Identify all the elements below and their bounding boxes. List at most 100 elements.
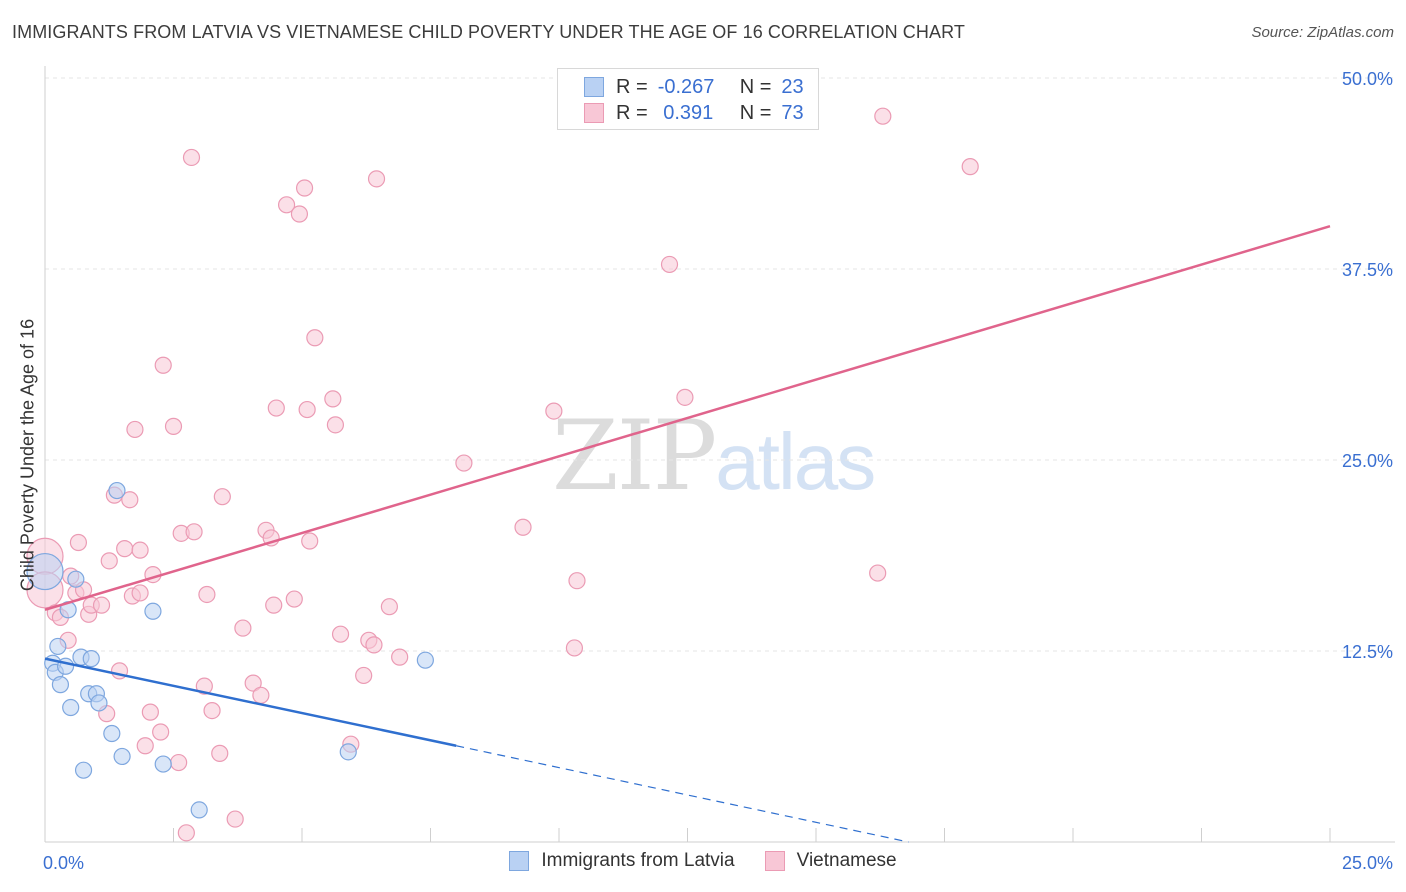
legend-swatch-latvia [584, 77, 604, 97]
data-point-latvia [49, 637, 67, 656]
data-point-vietnamese [326, 416, 345, 434]
data-point-vietnamese [365, 636, 383, 654]
data-point-vietnamese [195, 677, 213, 695]
y-tick-label: 25.0% [1342, 451, 1393, 471]
data-point-vietnamese [121, 491, 139, 509]
data-point-vietnamese [961, 158, 979, 176]
data-point-latvia [67, 570, 85, 588]
data-point-vietnamese [869, 564, 887, 582]
data-point-vietnamese [391, 648, 409, 666]
data-point-vietnamese [152, 723, 170, 741]
data-point-vietnamese [874, 107, 892, 125]
legend-n-label: N = [739, 101, 772, 124]
data-point-vietnamese [182, 148, 201, 167]
data-point-vietnamese [285, 590, 303, 608]
data-point-vietnamese [265, 596, 283, 614]
data-point-vietnamese [267, 399, 285, 417]
y-tick-label: 50.0% [1342, 69, 1393, 89]
legend-row-latvia: R = -0.267 N = 23 [584, 74, 804, 100]
data-point-vietnamese [234, 619, 252, 637]
data-point-latvia [82, 650, 100, 668]
data-point-vietnamese [177, 824, 195, 842]
data-point-vietnamese [298, 400, 316, 419]
data-point-vietnamese [92, 596, 111, 614]
data-point-latvia [144, 602, 162, 620]
data-point-vietnamese [100, 552, 118, 570]
legend-r-value: -0.267 [657, 75, 715, 98]
legend-r-label: R = [616, 75, 648, 98]
trend-line-vietnamese [44, 225, 1331, 611]
data-point-vietnamese [213, 488, 231, 506]
y-tick-label: 37.5% [1342, 260, 1393, 280]
data-point-vietnamese [380, 598, 398, 616]
data-point-vietnamese [69, 533, 88, 552]
data-point-vietnamese [301, 532, 319, 550]
data-point-latvia [190, 801, 208, 819]
data-point-vietnamese [136, 737, 154, 755]
legend-r-label: R = [616, 101, 648, 124]
data-point-vietnamese [226, 810, 244, 828]
data-point-vietnamese [295, 179, 314, 197]
legend-row-vietnamese: R = 0.391 N = 73 [584, 100, 804, 126]
legend-swatch-latvia [509, 851, 530, 871]
watermark: ZIPatlas [552, 400, 876, 512]
legend-label-latvia: Immigrants from Latvia [541, 850, 735, 871]
data-point-vietnamese [568, 572, 586, 590]
data-point-vietnamese [154, 356, 172, 374]
data-point-latvia [103, 724, 121, 743]
x-tick-label: 0.0% [43, 853, 84, 873]
legend-item-latvia[interactable]: Immigrants from Latvia [509, 850, 735, 872]
data-point-vietnamese [277, 196, 296, 214]
y-tick-label: 12.5% [1342, 642, 1393, 662]
data-point-vietnamese [198, 585, 216, 604]
data-point-vietnamese [545, 402, 563, 420]
watermark-zip: ZIP [552, 400, 717, 512]
data-point-vietnamese [131, 541, 149, 559]
data-point-vietnamese [126, 420, 144, 439]
legend-n-label: N = [739, 75, 772, 98]
data-point-vietnamese [355, 666, 373, 685]
data-point-latvia [90, 694, 108, 712]
data-point-latvia [62, 698, 80, 717]
data-point-latvia [74, 761, 93, 779]
data-point-vietnamese [565, 639, 584, 657]
correlation-legend: R = -0.267 N = 23 R = 0.391 N = 73 [557, 68, 819, 130]
trend-line-extension-latvia [456, 745, 909, 843]
legend-swatch-vietnamese [764, 851, 785, 871]
data-point-latvia [113, 747, 131, 766]
data-point-vietnamese [116, 540, 134, 558]
data-point-vietnamese [514, 518, 532, 536]
data-point-vietnamese [244, 674, 262, 692]
data-point-latvia [51, 676, 70, 694]
data-point-vietnamese [455, 454, 473, 472]
legend-r-value: 0.391 [657, 101, 714, 124]
chart-title: IMMIGRANTS FROM LATVIA VS VIETNAMESE CHI… [12, 22, 965, 42]
data-point-latvia [108, 481, 126, 500]
data-point-vietnamese [164, 417, 183, 435]
data-point-latvia [339, 743, 357, 761]
legend-n-value: 23 [781, 75, 804, 98]
data-point-vietnamese [331, 625, 350, 643]
legend-label-vietnamese: Vietnamese [796, 850, 897, 871]
data-point-vietnamese [141, 703, 159, 721]
legend-n-value: 73 [781, 101, 804, 124]
data-point-vietnamese [290, 205, 309, 223]
data-point-vietnamese [203, 701, 221, 720]
data-point-vietnamese [211, 744, 229, 762]
data-point-vietnamese [131, 584, 149, 602]
x-tick-label: 25.0% [1342, 853, 1393, 873]
data-point-vietnamese [367, 170, 386, 188]
source-label: Source: ZipAtlas.com [1251, 24, 1394, 41]
data-point-vietnamese [185, 523, 203, 541]
legend-swatch-vietnamese [584, 103, 604, 123]
watermark-atlas: atlas [715, 417, 876, 506]
data-point-vietnamese [660, 255, 679, 274]
data-point-latvia [154, 755, 172, 773]
data-point-latvia [26, 552, 64, 591]
y-axis-label: Child Poverty Under the Age of 16 [17, 318, 38, 592]
data-point-vietnamese [170, 753, 188, 772]
trend-line-latvia [44, 657, 457, 747]
legend-item-vietnamese[interactable]: Vietnamese [764, 850, 897, 872]
data-point-vietnamese [324, 390, 342, 408]
